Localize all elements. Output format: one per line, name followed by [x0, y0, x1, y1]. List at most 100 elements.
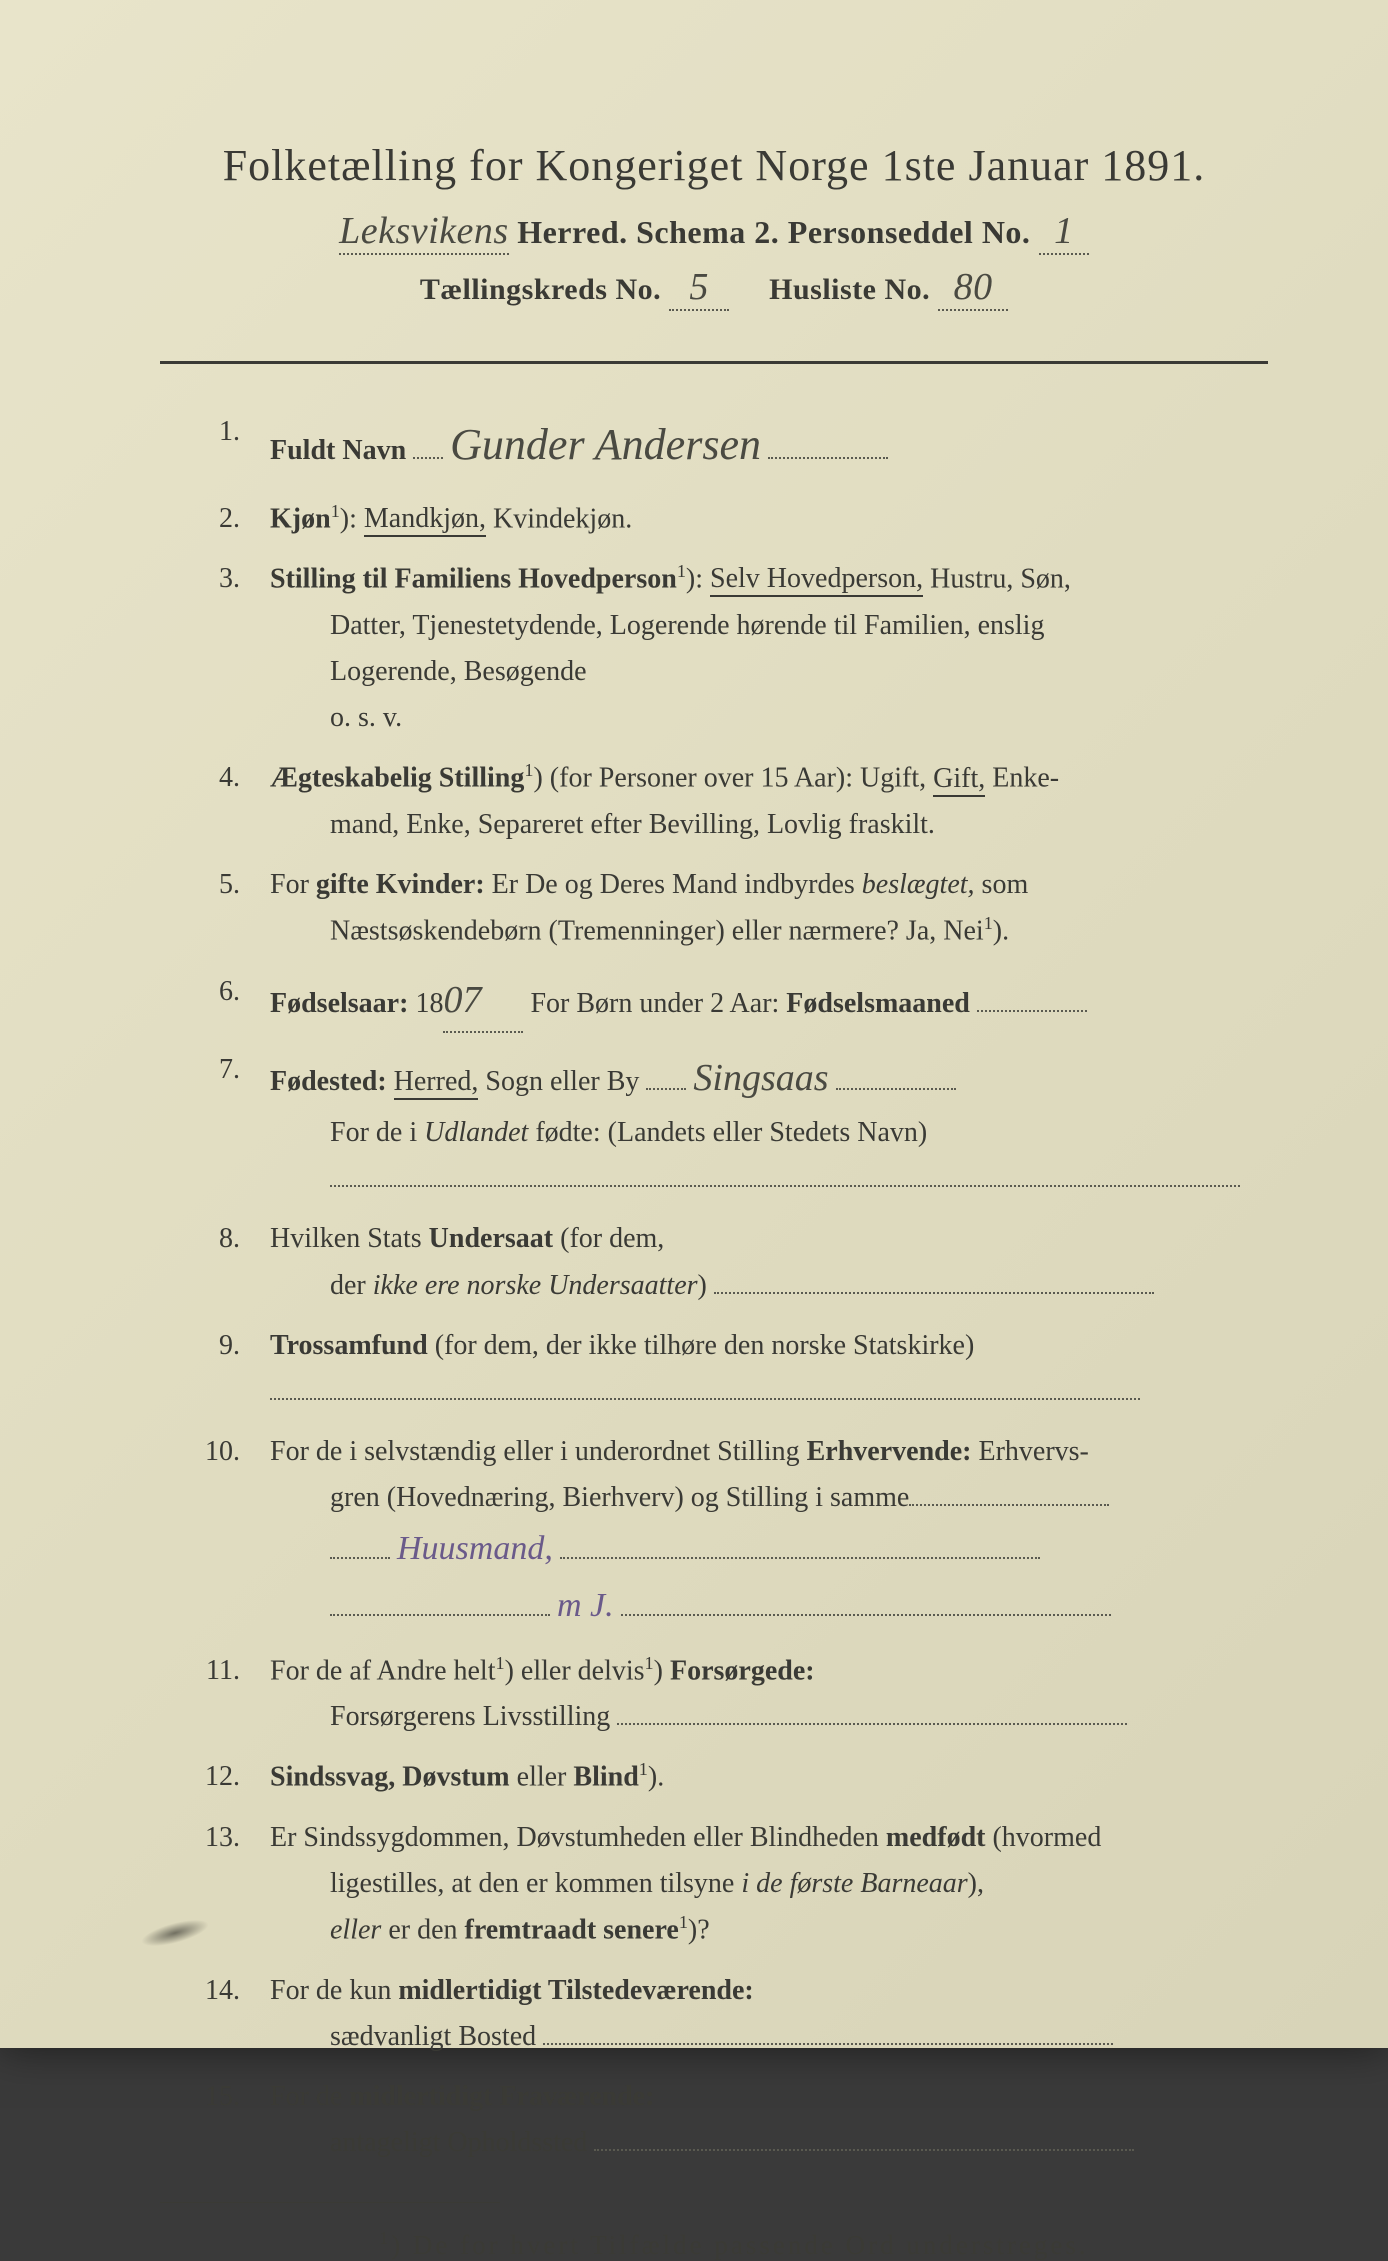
item-content: For de kun midlertidigt Tilstedeværende:…	[270, 1968, 1268, 2060]
tilstedevaerende-label: midlertidigt Tilstedeværende:	[398, 1975, 753, 2006]
txt-italic: eller	[330, 1915, 381, 1946]
sup: 1	[496, 1653, 505, 1673]
item-content: Kjøn1): Mandkjøn, Kvindekjøn.	[270, 496, 1268, 543]
item-content: For gifte Kvinder: Er De og Deres Mand i…	[270, 862, 1268, 955]
dots	[909, 1504, 1109, 1506]
footnote-text: ) De for hvert Tilfælde passende Ord und…	[391, 2230, 1088, 2260]
kvindekjon: Kvindekjøn.	[493, 503, 632, 534]
txt: antageligt Opholdssted	[270, 2120, 587, 2166]
txt: 18	[415, 988, 443, 1019]
item-5: 5. For gifte Kvinder: Er De og Deres Man…	[170, 862, 1268, 955]
navn-handwritten: Gunder Andersen	[450, 420, 761, 469]
item-1: 1. Fuldt Navn Gunder Andersen	[170, 409, 1268, 482]
fodested-hw: Singsaas	[693, 1057, 828, 1099]
stilling-label: Stilling til Familiens Hovedperson	[270, 563, 677, 594]
item-content: Ægteskabelig Stilling1) (for Personer ov…	[270, 755, 1268, 848]
txt-italic: beslægtet,	[862, 869, 975, 900]
item-content: Sindssvag, Døvstum eller Blind1).	[270, 1754, 1268, 1801]
dots	[330, 1185, 1240, 1187]
txt: som	[975, 869, 1029, 900]
herred-handwritten: Leksvikens	[339, 209, 509, 255]
item-13: 13. Er Sindssygdommen, Døvstumheden elle…	[170, 1815, 1268, 1954]
item-2: 2. Kjøn1): Mandkjøn, Kvindekjøn.	[170, 496, 1268, 543]
sup: 1	[639, 1759, 648, 1779]
txt: Forsørgerens Livsstilling	[270, 1694, 610, 1740]
txt: gren (Hovednæring, Bierhverv) og Stillin…	[270, 1475, 909, 1521]
txt: der	[330, 1270, 373, 1301]
dots	[646, 1088, 686, 1090]
husliste-label: Husliste No.	[769, 273, 930, 306]
txt: Hvilken Stats	[270, 1223, 429, 1254]
txt: sædvanligt Bosted	[270, 2014, 536, 2060]
dots	[617, 1723, 1127, 1725]
txt-italic: Udlandet	[424, 1117, 528, 1148]
forsorgede-label: Forsørgede:	[670, 1655, 815, 1686]
kreds-no: 5	[669, 265, 729, 311]
sup: 1	[679, 1912, 688, 1932]
item-content: Er Sindssygdommen, Døvstumheden eller Bl…	[270, 1815, 1268, 1954]
txt: )?	[688, 1915, 710, 1946]
item-10: 10. For de i selvstændig eller i underor…	[170, 1429, 1268, 1634]
txt: o. s. v.	[270, 695, 402, 741]
txt: )	[698, 1270, 707, 1301]
dots	[836, 1088, 956, 1090]
txt: ligestilles, at den er kommen tilsyne	[330, 1868, 741, 1899]
selv-hovedperson-selected: Selv Hovedperson,	[710, 563, 923, 597]
item-num: 11.	[170, 1648, 270, 1741]
txt: ) (for Personer over 15 Aar): Ugift,	[533, 763, 933, 794]
item-num: 6.	[170, 969, 270, 1034]
txt: For de	[270, 2081, 349, 2112]
txt: Enke-	[992, 763, 1059, 794]
erhverv-hw1: Huusmand,	[397, 1530, 553, 1567]
dots	[413, 457, 443, 459]
item-num: 2.	[170, 496, 270, 543]
personseddel-label: Personseddel No.	[788, 214, 1031, 250]
txt: ).	[648, 1762, 664, 1793]
divider-footnote	[160, 2202, 500, 2203]
item-num: 15.	[170, 2074, 270, 2166]
dots	[270, 1398, 1140, 1400]
item-num: 3.	[170, 556, 270, 741]
sindssvag-label: Sindssvag, Døvstum	[270, 1762, 510, 1793]
item-7: 7. Fødested: Herred, Sogn eller By Sings…	[170, 1047, 1268, 1202]
txt: For Børn under 2 Aar:	[530, 988, 786, 1019]
txt: (hvormed	[985, 1822, 1101, 1853]
footnote: 1) De for hvert Tilfælde passende Ord un…	[160, 2228, 1268, 2261]
item-content: For de i selvstændig eller i underordnet…	[270, 1429, 1268, 1634]
item-8: 8. Hvilken Stats Undersaat (for dem, der…	[170, 1216, 1268, 1308]
txt-italic: ikke ere norske Undersaatter	[373, 1270, 698, 1301]
item-3: 3. Stilling til Familiens Hovedperson1):…	[170, 556, 1268, 741]
txt: ):	[686, 563, 710, 594]
item-num: 4.	[170, 755, 270, 848]
fravaerende-label: midlertidigt Fraværende:	[349, 2081, 654, 2112]
dots	[594, 2149, 1134, 2151]
item-content: Fødested: Herred, Sogn eller By Singsaas…	[270, 1047, 1268, 1202]
blind-label: Blind	[573, 1762, 638, 1793]
fodested-label: Fødested:	[270, 1066, 387, 1097]
txt: Er Sindssygdommen, Døvstumheden eller Bl…	[270, 1822, 886, 1853]
txt: Datter, Tjenestetydende, Logerende høren…	[270, 603, 1044, 649]
item-11: 11. For de af Andre helt1) eller delvis1…	[170, 1648, 1268, 1741]
item-content: Fuldt Navn Gunder Andersen	[270, 409, 1268, 482]
item-num: 14.	[170, 1968, 270, 2060]
item-content: Trossamfund (for dem, der ikke tilhøre d…	[270, 1323, 1268, 1415]
line2: der ikke ere norske Undersaatter)	[270, 1263, 1154, 1309]
item-12: 12. Sindssvag, Døvstum eller Blind1).	[170, 1754, 1268, 1801]
item-num: 7.	[170, 1047, 270, 1202]
item-14: 14. For de kun midlertidigt Tilstedevære…	[170, 1968, 1268, 2060]
husliste-no: 80	[938, 265, 1008, 311]
dots	[330, 1557, 390, 1559]
fremtraadt-label: fremtraadt senere	[465, 1915, 679, 1946]
txt: ),	[968, 1868, 984, 1899]
item-content: Hvilken Stats Undersaat (for dem, der ik…	[270, 1216, 1268, 1308]
footnote-sup: 1	[379, 2228, 391, 2248]
item-content: For de af Andre helt1) eller delvis1) Fo…	[270, 1648, 1268, 1741]
txt-italic: i de første Barneaar	[741, 1868, 967, 1899]
line2: ligestilles, at den er kommen tilsyne i …	[270, 1861, 984, 1907]
item-num: 12.	[170, 1754, 270, 1801]
item-num: 10.	[170, 1429, 270, 1634]
fodselsmaaned-label: Fødselsmaaned	[786, 988, 970, 1019]
sup: 1	[645, 1653, 654, 1673]
dots	[560, 1557, 1040, 1559]
kjon-label: Kjøn	[270, 503, 331, 534]
